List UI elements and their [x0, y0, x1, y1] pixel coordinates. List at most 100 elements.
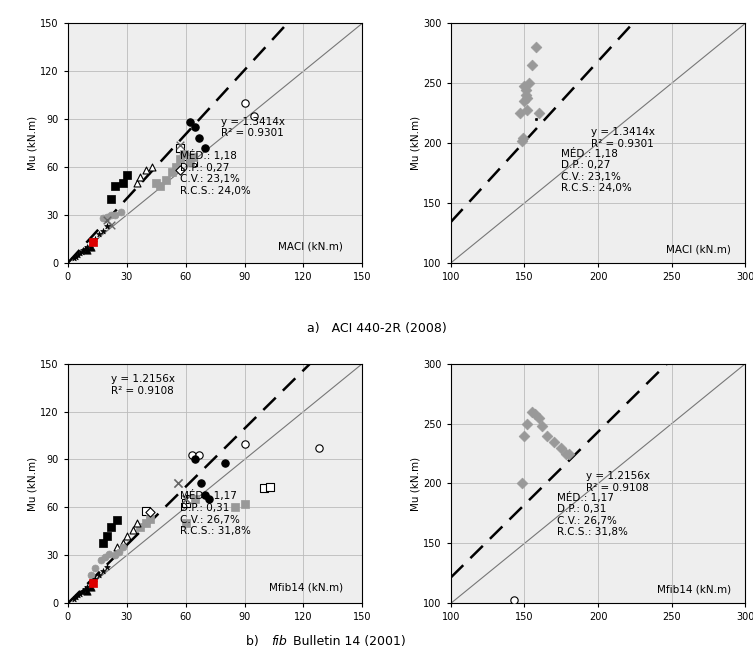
Text: MÉD.: 1,17
D.P.: 0,31
C.V.: 26,7%
R.C.S.: 31,8%: MÉD.: 1,17 D.P.: 0,31 C.V.: 26,7% R.C.S.…	[180, 491, 251, 536]
Point	[72, 590, 84, 601]
Point	[516, 478, 528, 489]
Point	[117, 542, 129, 553]
Point	[101, 562, 113, 572]
Point	[78, 245, 90, 255]
Text: y = 1.2156x
R² = 0.9108: y = 1.2156x R² = 0.9108	[111, 374, 175, 396]
Point	[105, 210, 117, 220]
Point	[187, 152, 200, 162]
Point	[117, 537, 129, 548]
Point	[178, 151, 190, 161]
Point	[111, 542, 123, 553]
Text: y = 1.2156x
R² = 0.9108: y = 1.2156x R² = 0.9108	[587, 471, 651, 493]
Point	[85, 570, 97, 580]
Point	[72, 250, 84, 261]
Text: MÉD.: 1,18
D.P.: 0,27
C.V.: 23,1%
R.C.S.: 24,0%: MÉD.: 1,18 D.P.: 0,27 C.V.: 23,1% R.C.S.…	[561, 148, 632, 194]
Point	[195, 478, 207, 489]
Point	[178, 149, 190, 160]
Point	[120, 170, 133, 180]
Point	[541, 430, 553, 441]
Point	[229, 502, 241, 512]
Text: MÉD.: 1,17
D.P.: 0,31
C.V.: 26,7%
R.C.S.: 31,8%: MÉD.: 1,17 D.P.: 0,31 C.V.: 26,7% R.C.S.…	[557, 491, 628, 538]
Point	[109, 550, 121, 561]
Text: Mfib14 (kN.m): Mfib14 (kN.m)	[657, 585, 730, 595]
Point	[68, 253, 80, 263]
Point	[190, 454, 202, 465]
Point	[87, 237, 99, 247]
Point	[93, 570, 105, 580]
Point	[90, 574, 102, 585]
Point	[169, 162, 181, 172]
Text: Bulletin 14 (2001): Bulletin 14 (2001)	[289, 635, 406, 648]
Point	[95, 555, 107, 566]
Point	[526, 60, 538, 70]
Point	[81, 241, 93, 252]
Point	[529, 408, 541, 419]
Point	[105, 194, 117, 204]
Point	[239, 438, 251, 449]
Y-axis label: Mu (kN.m): Mu (kN.m)	[27, 456, 38, 511]
Point	[97, 225, 109, 236]
Y-axis label: Mu (kN.m): Mu (kN.m)	[27, 116, 38, 170]
Point	[514, 108, 526, 119]
Point	[97, 566, 109, 577]
Point	[555, 442, 567, 453]
Point	[109, 181, 121, 192]
Point	[130, 518, 142, 528]
Point	[530, 42, 542, 52]
Point	[172, 478, 184, 489]
Point	[85, 241, 97, 252]
Point	[187, 157, 200, 168]
Point	[548, 436, 560, 447]
Point	[536, 420, 548, 431]
Point	[140, 505, 152, 516]
Point	[508, 595, 520, 605]
Point	[85, 577, 97, 588]
Point	[184, 117, 196, 127]
Point	[562, 448, 575, 459]
Point	[97, 213, 109, 223]
Text: MACI (kN.m): MACI (kN.m)	[278, 242, 343, 252]
Point	[521, 92, 533, 103]
Text: y = 1.3414x
R² = 0.9301: y = 1.3414x R² = 0.9301	[221, 117, 285, 139]
Point	[180, 518, 192, 528]
Point	[140, 518, 152, 528]
Point	[150, 178, 162, 188]
Point	[85, 582, 97, 593]
Point	[120, 531, 133, 542]
Point	[517, 133, 529, 144]
Text: Mfib14 (kN.m): Mfib14 (kN.m)	[269, 582, 343, 592]
Point	[79, 243, 91, 254]
Point	[69, 591, 81, 602]
Point	[174, 139, 186, 150]
Point	[135, 171, 147, 182]
Point	[526, 406, 538, 417]
Point	[97, 537, 109, 548]
Point	[248, 111, 261, 121]
Point	[180, 494, 192, 505]
Point	[127, 524, 139, 535]
Point	[520, 90, 532, 100]
Point	[258, 483, 270, 493]
Point	[68, 593, 80, 604]
Point	[75, 247, 87, 257]
Point	[166, 166, 178, 177]
Point	[79, 583, 91, 594]
Point	[85, 237, 97, 247]
Point	[114, 206, 127, 217]
Point	[90, 563, 102, 573]
Point	[145, 507, 157, 518]
Point	[87, 577, 99, 588]
Point	[530, 114, 542, 125]
Point	[105, 521, 117, 532]
Point	[519, 430, 531, 441]
Point	[180, 497, 192, 508]
Text: MÉD.: 1,18
D.P.: 0,27
C.V.: 23,1%
R.C.S.: 24,0%: MÉD.: 1,18 D.P.: 0,27 C.V.: 23,1% R.C.S.…	[180, 150, 251, 196]
Point	[559, 448, 572, 459]
Y-axis label: Mu (kN.m): Mu (kN.m)	[410, 456, 420, 511]
Point	[81, 582, 93, 593]
Point	[203, 494, 215, 505]
Point	[105, 219, 117, 230]
Point	[101, 531, 113, 542]
Point	[78, 585, 90, 596]
Point	[520, 85, 532, 95]
